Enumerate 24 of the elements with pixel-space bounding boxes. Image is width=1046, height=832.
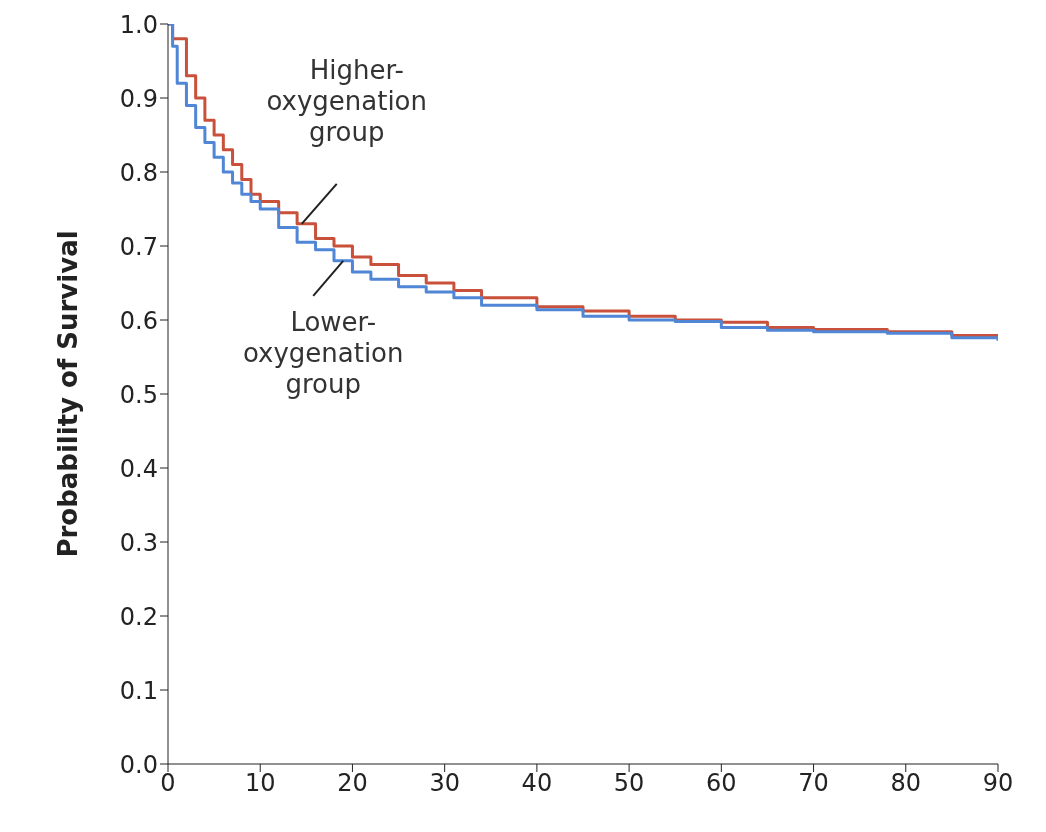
y-axis-title: Probability of Survival	[53, 230, 84, 558]
y-tick-label: 0.5	[119, 380, 158, 409]
x-tick-label: 10	[244, 769, 276, 798]
x-tick-label: 0	[160, 769, 176, 798]
y-tick-label: 0.6	[119, 306, 158, 335]
y-tick-label: 0.7	[119, 232, 158, 261]
y-tick-label: 0.4	[119, 454, 158, 483]
y-tick-label: 0.1	[119, 676, 158, 705]
y-tick-label: 0.9	[119, 84, 158, 113]
x-tick-label: 60	[706, 769, 737, 798]
y-tick-label: 0.8	[119, 158, 158, 187]
x-tick-label: 70	[798, 769, 829, 798]
y-tick-label: 0.3	[119, 528, 158, 557]
annotation: Lower- oxygenation group	[242, 306, 404, 399]
x-tick-label: 90	[982, 769, 1014, 798]
x-tick-label: 30	[429, 769, 460, 798]
annotation: Higher- oxygenation group	[266, 54, 428, 147]
y-tick-label: 0.0	[119, 750, 158, 779]
x-tick-label: 50	[613, 769, 645, 798]
x-tick-label: 80	[890, 769, 922, 798]
y-tick-label: 1.0	[119, 10, 158, 39]
x-tick-label: 40	[521, 769, 553, 798]
y-tick-label: 0.2	[119, 602, 158, 631]
x-tick-label: 20	[337, 769, 368, 798]
